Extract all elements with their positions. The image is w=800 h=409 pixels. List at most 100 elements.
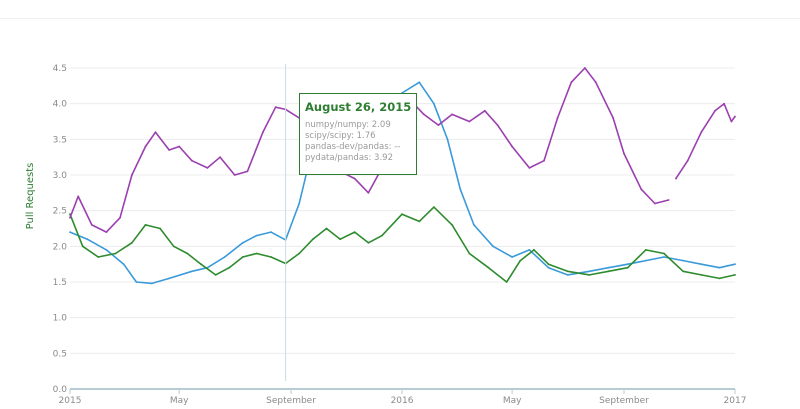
x-tick-label: 2017 (724, 396, 747, 406)
top-divider (0, 18, 800, 19)
data-point (367, 241, 370, 244)
y-axis-label: Pull Requests (25, 163, 36, 230)
y-tick-label: 0.0 (53, 385, 68, 395)
data-point (135, 281, 138, 283)
data-point (547, 266, 550, 269)
data-point (644, 249, 647, 251)
data-point (492, 245, 494, 248)
data-point (433, 102, 435, 105)
data-point (105, 231, 108, 234)
x-tick-label: 2016 (391, 396, 414, 406)
data-point (607, 266, 610, 269)
x-axis-ticks: 2015 May September 2016 May September 2017 (59, 389, 747, 406)
data-point (298, 252, 301, 255)
data-point (90, 224, 93, 226)
data-point (241, 241, 244, 244)
data-point (511, 256, 513, 258)
data-point (77, 195, 80, 198)
y-axis-ticks: 0.0 0.5 1.0 1.5 2.0 2.5 3.0 3.5 4.0 4.5 (53, 64, 68, 395)
tooltip-date: August 26, 2015 (305, 100, 412, 114)
data-point (700, 274, 703, 276)
data-point (528, 249, 531, 251)
data-point (418, 81, 421, 84)
data-point (519, 259, 522, 262)
data-point (298, 202, 301, 205)
data-point (556, 117, 559, 119)
hover-tooltip: August 26, 2015 numpy/numpy: 2.09 scipy/… (299, 93, 417, 175)
y-tick-label: 1.0 (53, 314, 68, 324)
data-point (528, 167, 531, 169)
data-point (131, 241, 133, 244)
data-point (97, 256, 100, 258)
data-point (446, 138, 449, 141)
data-point (566, 270, 569, 273)
data-point (154, 131, 157, 134)
x-tick-label: May (503, 396, 522, 406)
data-point (206, 167, 209, 169)
data-point (607, 270, 610, 273)
data-point (223, 256, 226, 258)
data-point (700, 131, 703, 134)
data-point (663, 252, 665, 255)
data-point (468, 252, 471, 255)
data-point (623, 152, 625, 155)
data-point (367, 191, 370, 194)
data-point (588, 274, 591, 276)
x-tick-label: September (599, 396, 649, 406)
data-point (246, 170, 249, 173)
data-point (468, 120, 471, 123)
series-line[interactable] (69, 206, 736, 283)
data-point (131, 174, 133, 176)
data-point (644, 259, 647, 262)
tooltip-row-pydata-pandas: pydata/pandas: 3.92 (305, 153, 393, 163)
data-point (675, 177, 677, 180)
data-point (172, 245, 175, 248)
data-point (186, 252, 189, 255)
data-point (496, 124, 499, 126)
data-point (566, 274, 569, 276)
data-point (262, 131, 264, 134)
tooltip-row-numpy: numpy/numpy: 2.09 (305, 120, 391, 130)
data-point (168, 149, 171, 151)
data-point (437, 124, 440, 126)
x-tick-label: September (266, 396, 316, 406)
data-point (270, 231, 272, 234)
data-point (483, 109, 486, 112)
y-tick-label: 4.5 (53, 64, 67, 74)
data-point (168, 277, 171, 280)
data-point (178, 145, 181, 148)
data-point (570, 81, 573, 84)
data-point (255, 234, 258, 237)
series-scipy-scipy[interactable] (69, 206, 736, 283)
data-point (241, 256, 244, 258)
data-point (191, 159, 193, 162)
data-point (418, 220, 421, 223)
data-point (151, 282, 153, 285)
tooltip-row-pandas-dev: pandas-dev/pandas: -- (305, 142, 401, 152)
data-point (686, 159, 689, 162)
data-point (511, 145, 513, 148)
data-point (734, 274, 736, 276)
data-point (612, 117, 614, 119)
x-tick-label: May (170, 396, 189, 406)
tooltip-row-scipy: scipy/scipy: 1.76 (305, 131, 376, 141)
y-tick-label: 0.5 (53, 349, 67, 359)
data-point (547, 263, 550, 266)
y-tick-label: 3.5 (53, 135, 67, 145)
data-point (667, 199, 670, 201)
data-point (233, 174, 236, 176)
data-point (718, 266, 721, 269)
data-point (505, 281, 508, 283)
data-point (734, 115, 736, 118)
data-point (122, 263, 125, 266)
data-point (69, 231, 71, 234)
data-point (451, 113, 453, 116)
data-point (626, 266, 629, 269)
data-point (654, 202, 656, 205)
data-point (312, 238, 314, 241)
data-point (401, 213, 403, 216)
data-point (714, 109, 716, 112)
series-pydata-pandas[interactable] (69, 67, 736, 234)
data-point (69, 216, 71, 219)
